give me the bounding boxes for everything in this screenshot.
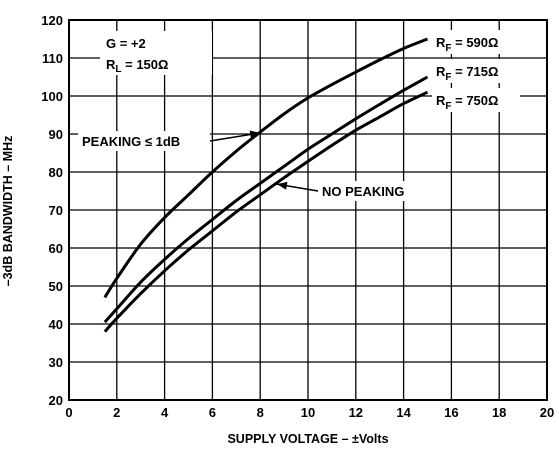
no-peaking-label: NO PEAKING xyxy=(322,184,404,199)
y-tick-label: 110 xyxy=(42,51,63,66)
y-tick-label: 70 xyxy=(49,203,63,218)
peaking-label: PEAKING ≤ 1dB xyxy=(82,134,180,149)
x-tick-label: 8 xyxy=(257,405,264,420)
series-labels: RF = 590ΩRF = 715ΩRF = 750Ω xyxy=(432,30,520,112)
y-tick-label: 80 xyxy=(49,165,63,180)
no-peaking-arrow xyxy=(277,182,318,191)
series-label-rest: = 590Ω xyxy=(452,35,499,50)
x-tick-label: 4 xyxy=(161,405,169,420)
conditions-box: G = +2 RL = 150Ω xyxy=(100,31,212,75)
series-label-rest: = 750Ω xyxy=(452,93,499,108)
x-tick-label: 16 xyxy=(444,405,458,420)
load-label-rest: = 150Ω xyxy=(122,57,169,72)
x-tick-label: 18 xyxy=(492,405,506,420)
gain-label: G = +2 xyxy=(106,36,146,51)
x-tick-label: 0 xyxy=(65,405,72,420)
x-tick-label: 12 xyxy=(349,405,363,420)
y-tick-label: 120 xyxy=(41,13,63,28)
x-axis-label: SUPPLY VOLTAGE – ±Volts xyxy=(227,432,388,446)
x-tick-label: 2 xyxy=(113,405,120,420)
x-tick-label: 10 xyxy=(301,405,315,420)
y-tick-label: 20 xyxy=(49,393,63,408)
x-tick-label: 20 xyxy=(540,405,554,420)
y-axis-label: –3dB BANDWIDTH – MHz xyxy=(1,136,15,287)
y-tick-label: 60 xyxy=(49,241,63,256)
peaking-annotation: PEAKING ≤ 1dB xyxy=(78,131,210,151)
series-label-rest: = 715Ω xyxy=(452,64,499,79)
y-tick-label: 50 xyxy=(49,279,63,294)
y-tick-labels: 20 30 40 50 60 70 80 90 100 110 120 xyxy=(41,13,63,408)
x-tick-labels: 0 2 4 6 8 10 12 14 16 18 20 xyxy=(65,405,554,420)
x-tick-label: 6 xyxy=(209,405,216,420)
x-tick-label: 14 xyxy=(396,405,411,420)
y-tick-label: 30 xyxy=(49,355,63,370)
y-tick-label: 90 xyxy=(49,127,63,142)
series-line-rf-590 xyxy=(105,39,428,297)
y-tick-label: 40 xyxy=(49,317,63,332)
no-peaking-annotation: NO PEAKING xyxy=(318,181,430,201)
y-tick-label: 100 xyxy=(41,89,63,104)
